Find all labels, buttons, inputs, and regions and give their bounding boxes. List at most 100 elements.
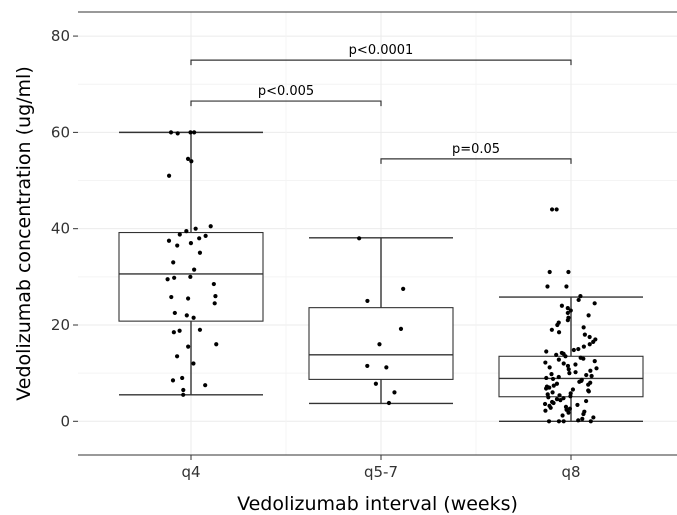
data-point bbox=[573, 362, 578, 367]
data-point bbox=[175, 243, 180, 248]
data-point bbox=[556, 330, 562, 335]
data-point bbox=[563, 354, 568, 359]
data-point bbox=[591, 415, 596, 420]
data-point bbox=[561, 396, 566, 401]
data-point bbox=[188, 274, 193, 279]
y-axis-title: Vedolizumab concentration (ug/ml) bbox=[13, 66, 35, 400]
data-point bbox=[544, 375, 549, 381]
data-point bbox=[568, 394, 573, 399]
data-point bbox=[544, 349, 549, 354]
data-point bbox=[545, 284, 550, 289]
data-point bbox=[188, 241, 194, 246]
data-point bbox=[591, 339, 596, 344]
data-point bbox=[373, 381, 378, 386]
data-point bbox=[570, 387, 576, 392]
p-value-label: p<0.0001 bbox=[349, 43, 414, 58]
y-tick-label: 0 bbox=[60, 412, 70, 430]
data-point bbox=[576, 418, 581, 423]
data-point bbox=[184, 228, 189, 234]
x-axis-title: Vedolizumab interval (weeks) bbox=[237, 493, 518, 515]
y-tick-label: 20 bbox=[51, 316, 70, 334]
data-point bbox=[171, 260, 176, 265]
data-point bbox=[188, 130, 193, 135]
data-point bbox=[181, 392, 186, 397]
data-point bbox=[551, 383, 556, 388]
data-point bbox=[169, 294, 174, 300]
data-point bbox=[592, 301, 597, 306]
data-point bbox=[581, 411, 586, 417]
data-point bbox=[555, 322, 560, 328]
data-point bbox=[581, 325, 586, 330]
data-point bbox=[567, 406, 572, 411]
data-point bbox=[386, 400, 392, 406]
data-point bbox=[581, 356, 586, 361]
x-tick-label: q4 bbox=[181, 463, 200, 481]
data-point bbox=[546, 419, 552, 424]
data-point bbox=[213, 293, 218, 299]
data-point bbox=[185, 296, 191, 301]
p-value-label: p<0.005 bbox=[258, 84, 314, 99]
data-point bbox=[551, 400, 556, 406]
data-point bbox=[561, 419, 566, 424]
bracket-q5-7-q8: p=0.05 bbox=[380, 142, 572, 164]
data-point bbox=[554, 381, 560, 386]
data-point bbox=[557, 393, 562, 398]
data-point bbox=[203, 233, 208, 239]
data-point bbox=[186, 344, 191, 349]
bracket-q4-q8: p<0.0001 bbox=[190, 43, 572, 66]
data-point bbox=[543, 386, 549, 391]
data-point bbox=[214, 342, 219, 347]
data-point bbox=[549, 372, 554, 377]
data-point bbox=[547, 269, 552, 275]
data-point bbox=[588, 368, 593, 373]
data-point bbox=[560, 413, 565, 418]
data-point bbox=[191, 361, 196, 366]
data-point bbox=[168, 130, 174, 135]
data-point bbox=[549, 207, 555, 212]
p-value-label: p=0.05 bbox=[452, 142, 500, 157]
data-point bbox=[565, 363, 571, 369]
data-point bbox=[581, 344, 586, 349]
bracket-line bbox=[190, 100, 382, 107]
data-point bbox=[584, 398, 589, 404]
data-point bbox=[577, 379, 582, 384]
data-point bbox=[384, 365, 389, 370]
data-point bbox=[197, 250, 203, 255]
data-point bbox=[181, 387, 186, 393]
data-point bbox=[180, 375, 185, 381]
data-point bbox=[556, 357, 561, 362]
data-point bbox=[586, 389, 591, 394]
data-point bbox=[398, 326, 404, 331]
data-point bbox=[172, 275, 177, 280]
data-point bbox=[580, 416, 585, 421]
data-point bbox=[586, 382, 591, 387]
box-q8 bbox=[498, 296, 644, 422]
data-point bbox=[586, 313, 591, 318]
box-q5-7 bbox=[308, 237, 454, 405]
data-point bbox=[564, 284, 569, 289]
data-point bbox=[192, 130, 197, 135]
data-point bbox=[556, 419, 562, 424]
data-point bbox=[197, 236, 202, 241]
data-point bbox=[197, 327, 203, 332]
data-point bbox=[191, 315, 196, 320]
data-point bbox=[566, 269, 571, 275]
data-point bbox=[565, 318, 570, 323]
data-point bbox=[392, 390, 397, 395]
data-point bbox=[576, 297, 581, 303]
data-point bbox=[212, 301, 217, 306]
data-point bbox=[587, 342, 592, 347]
x-tick-label: q5-7 bbox=[364, 463, 398, 481]
data-point bbox=[587, 334, 592, 340]
data-point bbox=[565, 306, 570, 311]
data-point bbox=[554, 207, 559, 212]
significance-brackets: p<0.0001 p<0.005 p=0.05 bbox=[190, 43, 572, 164]
data-point bbox=[172, 310, 177, 316]
data-point bbox=[357, 236, 362, 241]
data-point bbox=[189, 159, 194, 164]
data-point bbox=[166, 173, 172, 178]
data-point bbox=[192, 267, 197, 272]
data-point bbox=[556, 374, 561, 380]
data-point bbox=[550, 376, 556, 382]
data-point bbox=[578, 293, 583, 299]
